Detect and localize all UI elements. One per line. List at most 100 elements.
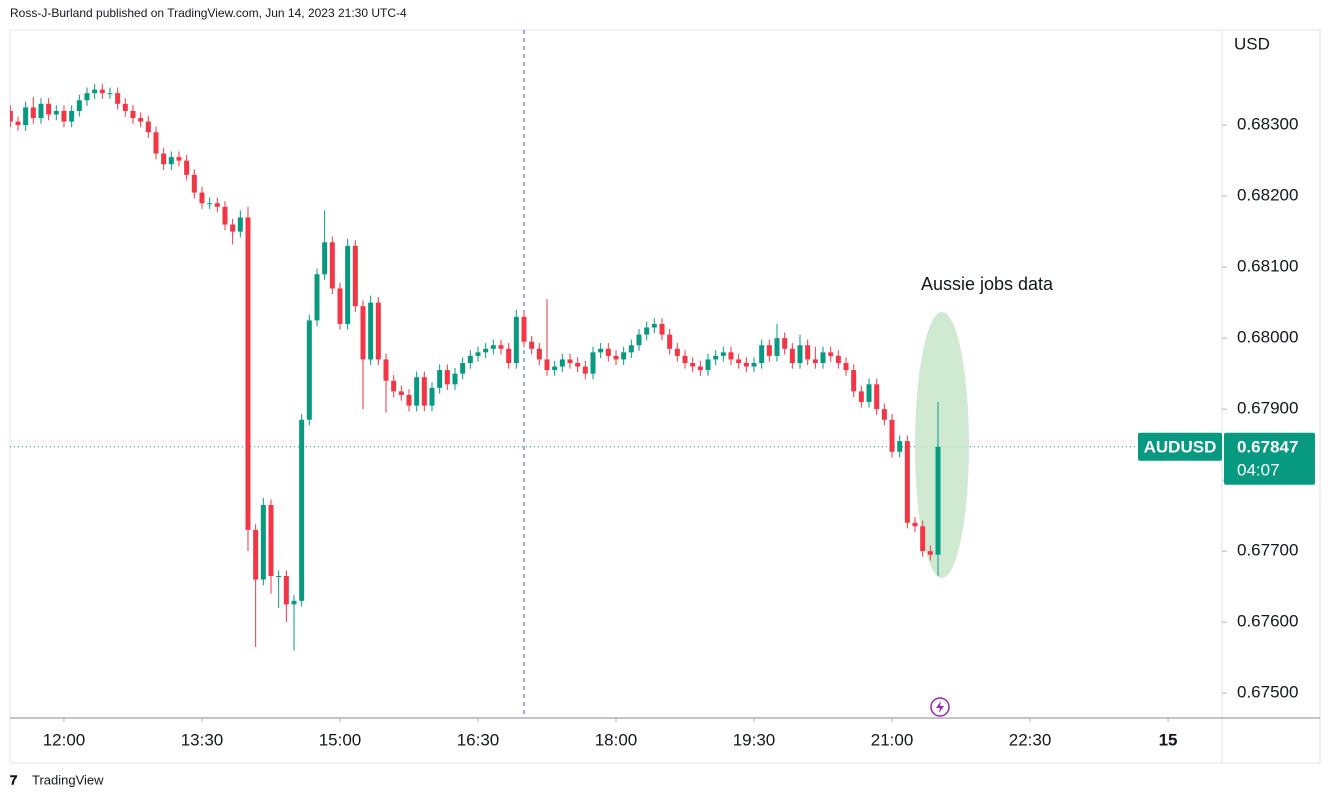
candle-body — [782, 338, 788, 349]
candle-body — [475, 352, 481, 356]
candle-body — [352, 245, 358, 307]
event-icon[interactable] — [930, 697, 950, 717]
candle-body — [874, 384, 880, 410]
candle-body — [835, 355, 841, 363]
candle-body — [46, 103, 52, 115]
symbol-label: AUDUSD — [1144, 437, 1217, 456]
candle-body — [214, 203, 220, 207]
candle-body — [544, 359, 550, 371]
candle-body — [406, 394, 412, 406]
candle-body — [797, 345, 803, 363]
candle-body — [705, 359, 711, 371]
candle-body — [30, 107, 36, 119]
candle-body — [467, 355, 473, 363]
candle-body — [276, 575, 282, 577]
last-price-label: 0.67847 — [1237, 437, 1298, 456]
candle-body — [498, 345, 504, 349]
candle-body — [529, 341, 535, 349]
brand: TradingView — [32, 772, 104, 787]
candle-body — [383, 359, 389, 381]
x-tick-label: 22:30 — [1009, 730, 1052, 749]
candle-body — [199, 192, 205, 204]
candle-body — [812, 359, 818, 363]
candle-body — [858, 391, 864, 403]
candle-body — [260, 504, 266, 580]
currency: USD — [1234, 34, 1270, 53]
candle-body — [483, 348, 489, 353]
candle-body — [521, 316, 527, 342]
candle-body — [76, 100, 82, 111]
candle-body — [552, 366, 558, 371]
candle-body — [513, 316, 519, 363]
y-tick-label: 0.68300 — [1237, 115, 1298, 134]
candle-body — [828, 352, 834, 356]
candle-body — [115, 93, 121, 104]
candle-body — [10, 110, 13, 122]
candle-body — [314, 274, 320, 321]
candle-body — [843, 362, 849, 371]
y-tick-label: 0.67900 — [1237, 399, 1298, 418]
candle-body — [191, 174, 197, 193]
x-tick-label: 16:30 — [457, 730, 500, 749]
y-tick-label: 0.67600 — [1237, 612, 1298, 631]
candle-body — [667, 334, 673, 349]
candle-body — [559, 359, 565, 367]
x-tick-label: 13:30 — [181, 730, 224, 749]
x-tick-label: 12:00 — [43, 730, 86, 749]
candle-body — [881, 409, 887, 420]
y-tick-label: 0.68000 — [1237, 328, 1298, 347]
candle-body — [506, 348, 512, 363]
candle-body — [460, 362, 466, 374]
candle-body — [897, 441, 903, 452]
candle-body — [184, 160, 190, 175]
candle-body — [375, 302, 381, 360]
candle-body — [613, 355, 619, 360]
candle-body — [605, 348, 611, 356]
candle-body — [138, 118, 144, 122]
event-icon — [936, 701, 944, 713]
candle-body — [161, 153, 167, 165]
x-tick-label: 15 — [1159, 730, 1178, 749]
candle-body — [774, 338, 780, 356]
candle-body — [53, 110, 59, 115]
highlight-ellipse — [915, 312, 969, 578]
candle-body — [697, 366, 703, 371]
candle-body — [15, 121, 21, 126]
x-tick-label: 21:00 — [871, 730, 914, 749]
candle-body — [644, 327, 650, 335]
candle-body — [360, 306, 366, 360]
candle-body — [567, 359, 573, 363]
candle-body — [582, 366, 588, 374]
candle-body — [299, 419, 305, 601]
price-tag — [1224, 432, 1315, 485]
candle-body — [736, 359, 742, 363]
candle-body — [536, 348, 542, 360]
candle-body — [444, 370, 450, 385]
candle-body — [751, 362, 757, 367]
candle-body — [866, 384, 872, 403]
candle-body — [713, 355, 719, 360]
candle-body — [283, 575, 289, 605]
candle-body — [659, 323, 665, 335]
candle-body — [851, 370, 857, 392]
candle-body — [337, 288, 343, 324]
candle-body — [92, 89, 98, 94]
y-tick-label: 0.67500 — [1237, 683, 1298, 702]
candle-body — [230, 224, 236, 232]
candle-body — [168, 157, 174, 165]
x-tick-label: 19:30 — [733, 730, 776, 749]
candle-body — [306, 320, 312, 420]
countdown: 04:07 — [1237, 460, 1280, 479]
candle-body — [728, 352, 734, 360]
candle-body — [421, 377, 427, 406]
candle-body — [145, 121, 151, 133]
candle-body — [391, 380, 397, 392]
candle-body — [268, 504, 274, 576]
candle-body — [429, 387, 435, 406]
candle-body — [322, 242, 328, 275]
candle-body — [107, 93, 113, 95]
candle-body — [805, 345, 811, 360]
candle-body — [598, 348, 604, 353]
candle-body — [84, 93, 90, 101]
